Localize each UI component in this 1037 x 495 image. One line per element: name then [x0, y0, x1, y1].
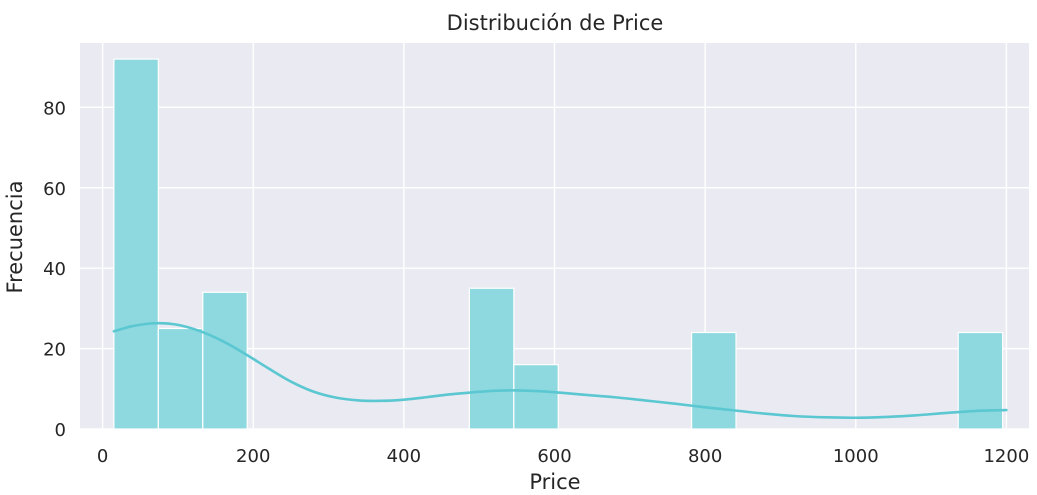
x-tick-label-3: 600 [537, 446, 571, 467]
x-tick-label-0: 0 [97, 446, 108, 467]
y-tick-label-1: 20 [43, 340, 66, 361]
kde-curve [112, 321, 1008, 420]
histogram-bar-13 [690, 331, 737, 430]
y-tick-label-0: 0 [55, 420, 66, 441]
histogram-bar-9 [513, 364, 559, 430]
x-tick-label-4: 800 [688, 446, 722, 467]
y-axis-ticks: 0 20 40 60 80 [43, 98, 66, 441]
x-axis-label: Price [529, 470, 580, 494]
x-tick-label-6: 1200 [983, 446, 1029, 467]
x-tick-label-1: 200 [236, 446, 270, 467]
x-axis-ticks: 0 200 400 600 800 1000 1200 [97, 446, 1029, 467]
histogram-bar-1 [157, 327, 204, 430]
x-tick-label-5: 1000 [833, 446, 879, 467]
y-axis-label: Frecuencia [3, 181, 27, 294]
histogram-bar-8 [468, 287, 515, 430]
histogram-bar-19 [957, 331, 1004, 430]
histogram-bars [113, 58, 1004, 430]
y-tick-label-4: 80 [43, 98, 66, 119]
x-tick-label-2: 400 [387, 446, 421, 467]
y-tick-label-2: 40 [43, 259, 66, 280]
histogram-bar-0 [113, 58, 159, 430]
histogram-bar-2 [202, 291, 248, 430]
chart-title: Distribución de Price [447, 11, 664, 35]
y-tick-label-3: 60 [43, 179, 66, 200]
